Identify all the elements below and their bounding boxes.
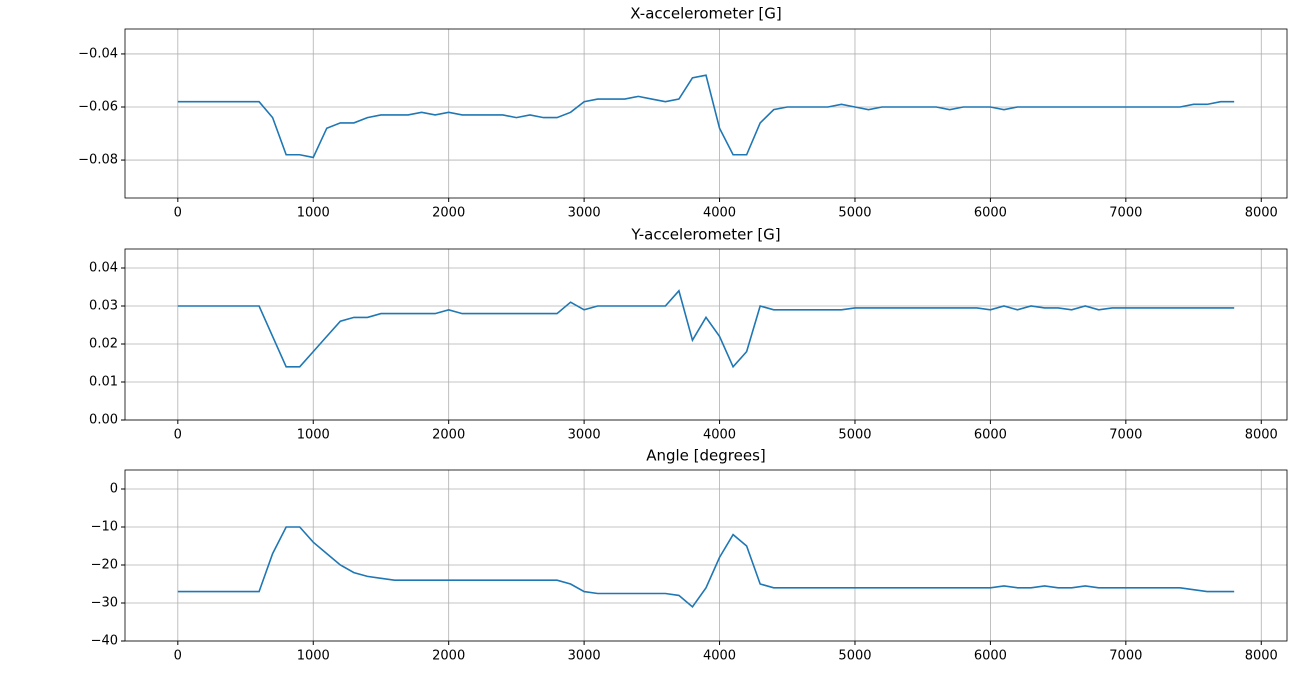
x-tick-label: 6000 [974,649,1007,664]
axes-frame [124,469,1288,642]
x-tick-label: 5000 [838,649,871,664]
x-tick-label: 7000 [1109,206,1142,221]
x-tick-label: 5000 [838,206,871,221]
y-tick-label: 0.03 [89,299,118,314]
chart-title: Y-accelerometer [G] [630,226,780,244]
x-tick-label: 5000 [838,428,871,443]
x-tick-label: 4000 [703,206,736,221]
y-tick-label: −10 [91,520,118,535]
x-tick-label: 3000 [568,649,601,664]
x-tick-label: 0 [174,206,182,221]
y-tick-label: 0.02 [89,337,118,352]
x-tick-label: 8000 [1245,428,1278,443]
y-tick-label: −30 [91,596,118,611]
chart-title: Angle [degrees] [646,447,766,465]
x-tick-label: 2000 [432,206,465,221]
x-tick-label: 1000 [297,428,330,443]
x-tick-label: 1000 [297,649,330,664]
data-line [177,526,1235,608]
x-tick-label: 0 [174,428,182,443]
y-tick-label: −0.08 [78,153,118,168]
axes-frame [124,28,1288,199]
x-tick-label: 7000 [1109,428,1142,443]
y-tick-label: 0 [110,482,118,497]
axes-frame [124,248,1288,421]
x-tick-label: 7000 [1109,649,1142,664]
data-line [177,289,1235,369]
y-tick-label: −0.04 [78,46,118,61]
y-tick-label: 0.04 [89,261,118,276]
x-tick-label: 6000 [974,428,1007,443]
x-tick-label: 3000 [568,428,601,443]
y-tick-label: 0.00 [89,413,118,428]
y-tick-label: −0.06 [78,100,118,115]
x-tick-label: 4000 [703,649,736,664]
y-tick-label: −20 [91,558,118,573]
x-tick-label: 0 [174,649,182,664]
x-tick-label: 6000 [974,206,1007,221]
x-tick-label: 1000 [297,206,330,221]
x-tick-label: 2000 [432,428,465,443]
chart-title: X-accelerometer [G] [630,5,781,23]
x-tick-label: 3000 [568,206,601,221]
x-tick-label: 8000 [1245,649,1278,664]
y-tick-label: −40 [91,634,118,649]
data-line [177,74,1235,159]
x-tick-label: 4000 [703,428,736,443]
y-tick-label: 0.01 [89,375,118,390]
x-tick-label: 8000 [1245,206,1278,221]
x-tick-label: 2000 [432,649,465,664]
